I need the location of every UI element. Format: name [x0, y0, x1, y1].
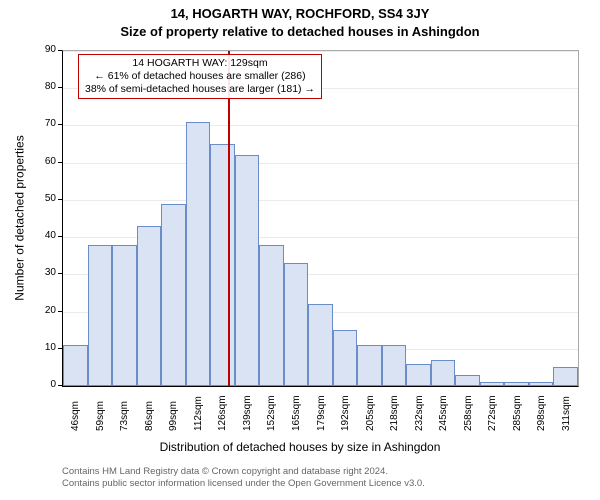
footer-line-1: Contains HM Land Registry data © Crown c… [62, 466, 425, 478]
histogram-bar [504, 382, 529, 386]
histogram-bar [112, 245, 137, 386]
x-tick-label: 73sqm [119, 401, 130, 431]
y-tick-label: 50 [32, 193, 56, 204]
histogram-bar [406, 364, 431, 386]
x-tick-label: 59sqm [95, 401, 106, 431]
x-tick-label: 218sqm [389, 395, 400, 431]
histogram-bar [88, 245, 113, 386]
info-line-2: ← 61% of detached houses are smaller (28… [85, 70, 315, 83]
y-tick-label: 10 [32, 342, 56, 353]
y-tick-label: 60 [32, 156, 56, 167]
y-axis-label: Number of detached properties [13, 51, 27, 386]
histogram-bar [529, 382, 554, 386]
gridline [63, 125, 578, 126]
x-tick-label: 272sqm [487, 395, 498, 431]
y-tick-mark [58, 273, 62, 274]
y-tick-mark [58, 124, 62, 125]
histogram-bar [308, 304, 333, 386]
info-line-3: 38% of semi-detached houses are larger (… [85, 83, 315, 96]
histogram-bar [161, 204, 186, 386]
histogram-bar [137, 226, 162, 386]
y-tick-label: 90 [32, 44, 56, 55]
x-tick-label: 205sqm [365, 395, 376, 431]
x-tick-label: 179sqm [316, 395, 327, 431]
x-tick-label: 192sqm [340, 395, 351, 431]
y-tick-label: 0 [32, 379, 56, 390]
histogram-bar [284, 263, 309, 386]
title-line-1: 14, HOGARTH WAY, ROCHFORD, SS4 3JY [0, 6, 600, 21]
x-tick-label: 99sqm [168, 401, 179, 431]
histogram-bar [333, 330, 358, 386]
gridline [63, 51, 578, 52]
y-tick-label: 70 [32, 118, 56, 129]
info-line-1: 14 HOGARTH WAY: 129sqm [85, 57, 315, 70]
x-tick-label: 126sqm [217, 395, 228, 431]
y-tick-mark [58, 87, 62, 88]
histogram-bar [382, 345, 407, 386]
x-tick-label: 165sqm [291, 395, 302, 431]
chart-container: 14, HOGARTH WAY, ROCHFORD, SS4 3JY Size … [0, 0, 600, 500]
plot-area [62, 50, 579, 387]
y-tick-mark [58, 348, 62, 349]
histogram-bar [186, 122, 211, 386]
histogram-bar [455, 375, 480, 386]
y-tick-label: 30 [32, 267, 56, 278]
gridline [63, 163, 578, 164]
y-tick-mark [58, 385, 62, 386]
x-tick-label: 245sqm [438, 395, 449, 431]
marker-line [228, 51, 230, 386]
x-tick-label: 46sqm [70, 401, 81, 431]
x-tick-label: 86sqm [144, 401, 155, 431]
histogram-bar [63, 345, 88, 386]
marker-info-box: 14 HOGARTH WAY: 129sqm ← 61% of detached… [78, 54, 322, 99]
x-tick-label: 311sqm [561, 396, 572, 431]
footer-line-2: Contains public sector information licen… [62, 478, 425, 490]
x-tick-label: 112sqm [193, 396, 204, 431]
histogram-bar [235, 155, 260, 386]
y-tick-mark [58, 236, 62, 237]
histogram-bar [259, 245, 284, 386]
x-tick-label: 285sqm [512, 395, 523, 431]
histogram-bar [480, 382, 505, 386]
x-tick-label: 152sqm [266, 395, 277, 431]
y-tick-label: 20 [32, 305, 56, 316]
title-line-2: Size of property relative to detached ho… [0, 24, 600, 39]
gridline [63, 200, 578, 201]
histogram-bar [210, 144, 235, 386]
histogram-bar [431, 360, 456, 386]
y-tick-mark [58, 199, 62, 200]
histogram-bar [357, 345, 382, 386]
x-tick-label: 232sqm [414, 395, 425, 431]
y-tick-mark [58, 50, 62, 51]
x-tick-label: 139sqm [242, 395, 253, 431]
footer-attribution: Contains HM Land Registry data © Crown c… [62, 466, 425, 490]
x-axis-label: Distribution of detached houses by size … [0, 440, 600, 454]
y-tick-mark [58, 162, 62, 163]
y-tick-label: 80 [32, 81, 56, 92]
histogram-bar [553, 367, 578, 386]
x-tick-label: 298sqm [536, 395, 547, 431]
x-tick-label: 258sqm [463, 395, 474, 431]
y-tick-mark [58, 311, 62, 312]
y-tick-label: 40 [32, 230, 56, 241]
